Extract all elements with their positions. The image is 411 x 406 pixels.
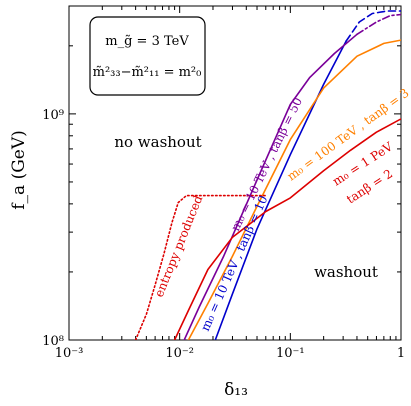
x-tick-label: 10⁻²	[165, 346, 194, 361]
curve-label-1: m₀ = 10 TeV , tanβ = 50	[228, 95, 305, 233]
washout-label: washout	[314, 263, 378, 281]
x-axis-label: δ₁₃	[224, 380, 248, 400]
legend-box: m_g̃ = 3 TeV m̃²₃₃−m̃²₁₁ = m²₀	[89, 16, 206, 96]
axes	[68, 5, 402, 341]
series-group	[134, 10, 401, 340]
series-line-6	[134, 194, 267, 340]
series-line-2	[183, 33, 358, 340]
y-tick-label: 10⁹	[42, 108, 64, 123]
x-tick-label: 1	[397, 346, 405, 361]
legend-line-gluino-mass: m_g̃ = 3 TeV	[105, 34, 189, 49]
no-washout-label: no washout	[114, 133, 201, 151]
tick-labels: 10⁻³ 10⁻² 10⁻¹ 1 10⁸ 10⁹	[42, 108, 405, 361]
y-tick-label: 10⁸	[42, 334, 64, 349]
series-line-5	[173, 118, 401, 340]
legend-line-mass-splitting: m̃²₃₃−m̃²₁₁ = m²₀	[93, 65, 202, 80]
x-tick-label: 10⁻¹	[276, 346, 305, 361]
legend-frame	[89, 16, 206, 96]
series-line-4	[187, 39, 401, 340]
series-line-1	[345, 10, 401, 42]
series-line-3	[356, 13, 401, 36]
series-line-0	[214, 40, 347, 340]
x-tick-label: 10⁻³	[55, 346, 84, 361]
curve-label-5: entropy produced	[152, 193, 206, 299]
y-axis-label: f_a (GeV)	[9, 130, 29, 210]
plot-frame	[68, 5, 402, 341]
